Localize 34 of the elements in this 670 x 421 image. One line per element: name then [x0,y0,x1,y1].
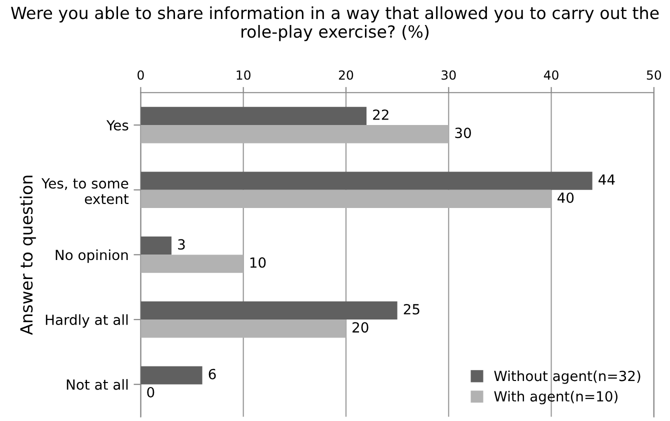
x-tick-label: 20 [338,70,354,80]
bar [140,301,398,320]
data-label: 22 [373,109,388,120]
x-tick-label: 10 [236,70,250,80]
bar [140,172,592,190]
x-tick-label: 40 [544,70,558,80]
data-label: 20 [352,322,368,333]
data-label: 3 [178,239,185,250]
data-label: 40 [558,192,574,203]
bar [140,254,244,273]
bar [140,190,552,208]
data-label: 25 [404,304,420,314]
y-tick-label: Yes [106,120,128,131]
y-tick-label: Hardly at all [46,314,128,328]
x-tick-label: 50 [646,70,662,80]
legend-label: Without agent(n=32) [494,370,640,384]
y-tick-label: No opinion [56,249,128,263]
bar [140,366,202,384]
y-tick-label: Yes, to some extent [41,178,129,204]
bar [140,106,367,126]
data-label: 30 [455,128,471,138]
legend-label: With agent(n=10) [494,390,618,404]
bar [140,125,449,144]
y-tick-label: Not at all [66,379,128,390]
bar [140,320,346,338]
chart-title: Were you able to share information in a way that allowed you to carry out the role-play exercise? (%) [11,6,659,42]
bar [140,236,172,255]
x-tick-label: 30 [442,70,456,80]
data-label: 0 [147,386,154,398]
data-label: 10 [250,257,266,268]
data-label: 44 [598,174,615,185]
y-axis-title: Answer to question [20,176,36,335]
x-tick-label: 0 [138,70,144,80]
data-label: 6 [208,368,216,380]
